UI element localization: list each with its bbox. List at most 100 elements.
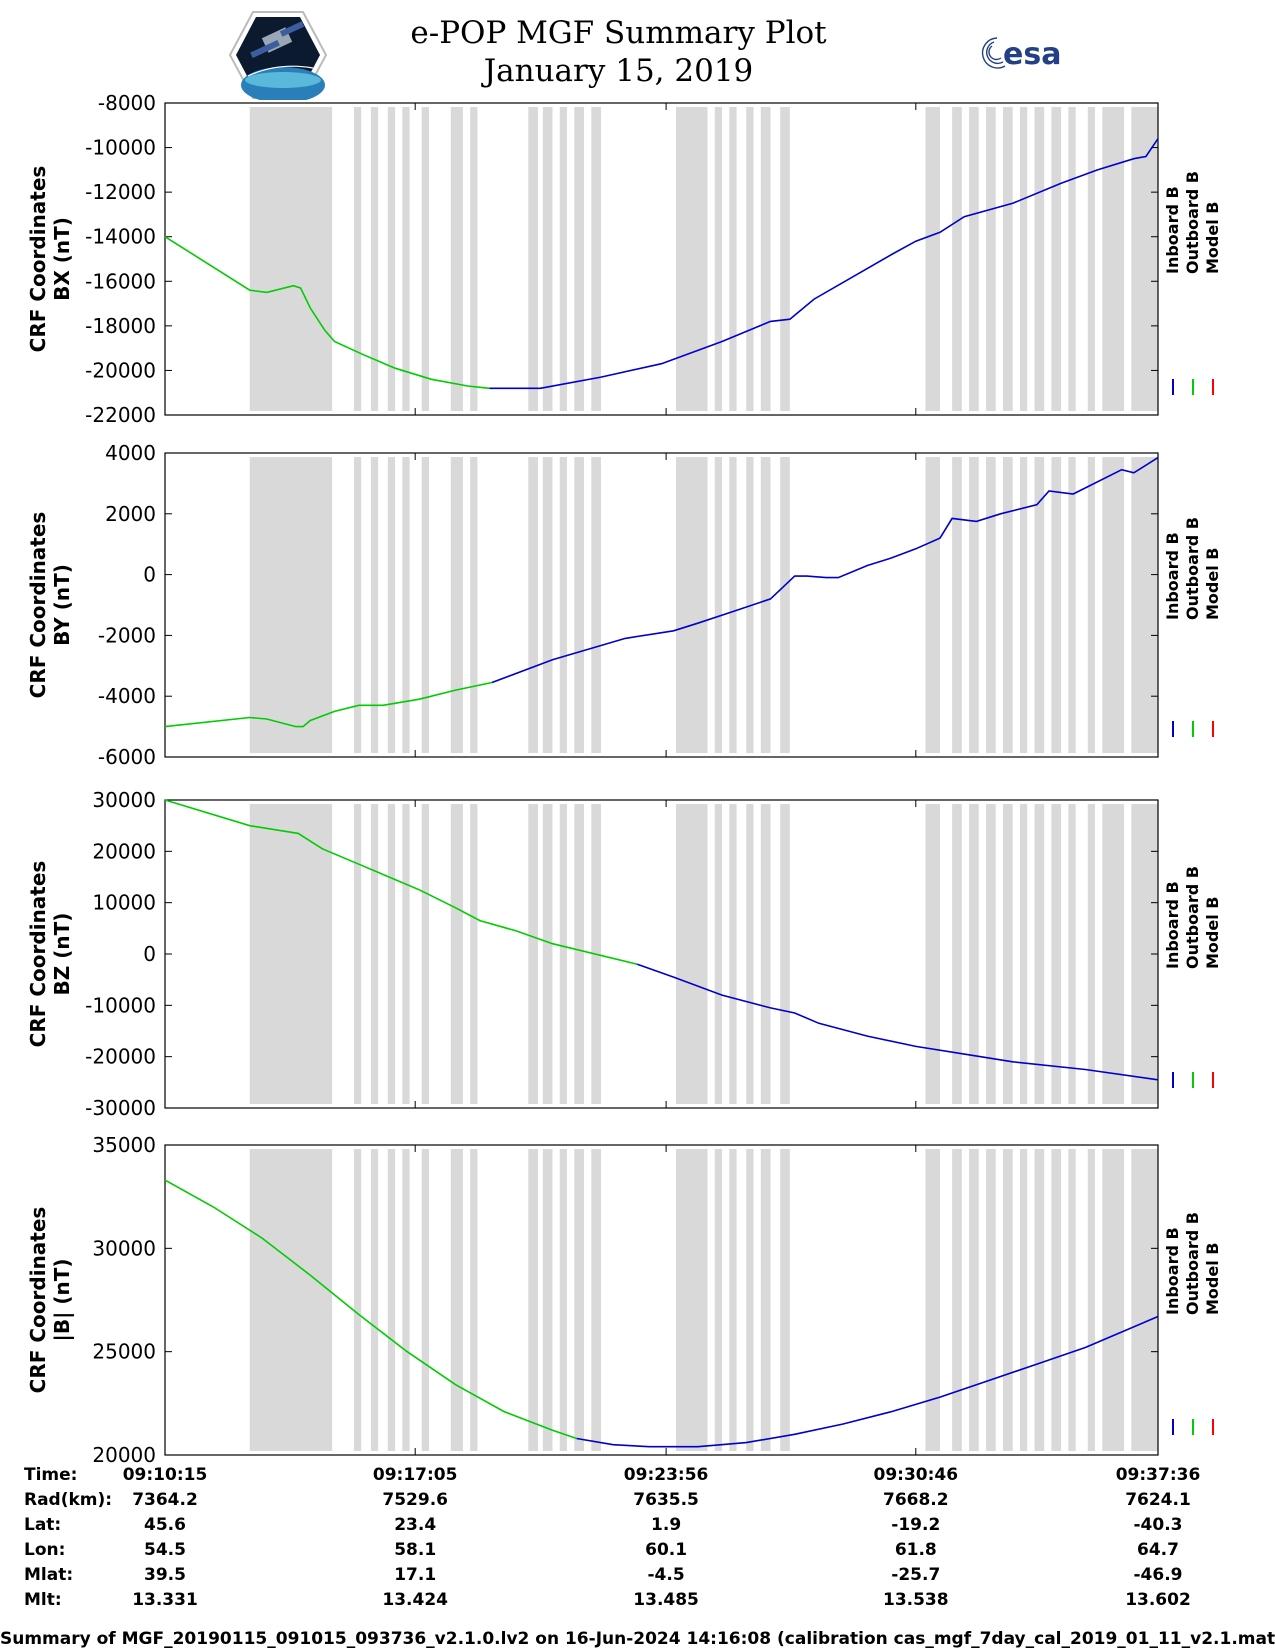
info-cell: 13.485 <box>633 1590 699 1610</box>
info-row-label: Lon: <box>24 1540 66 1560</box>
shaded-interval <box>952 1149 962 1451</box>
info-cell: 09:37:36 <box>1115 1465 1201 1485</box>
shaded-interval <box>1002 1149 1013 1451</box>
shaded-interval <box>969 457 979 753</box>
series-line-outboard-b <box>164 236 490 390</box>
info-cell: -4.5 <box>647 1565 685 1585</box>
shaded-interval <box>760 457 771 753</box>
shaded-interval <box>370 107 379 411</box>
info-cell: 23.4 <box>394 1515 437 1535</box>
y-axis-label-line1: CRF Coordinates <box>26 166 50 353</box>
shaded-interval <box>559 107 568 411</box>
shaded-interval <box>729 804 737 1104</box>
info-cell: 7635.5 <box>633 1490 699 1510</box>
y-tick-label: 0 <box>143 563 156 587</box>
shaded-interval <box>1068 1149 1076 1451</box>
y-axis-label: CRF CoordinatesBZ (nT) <box>26 861 74 1048</box>
shaded-interval <box>574 1149 584 1451</box>
info-cell: 7624.1 <box>1125 1490 1191 1510</box>
y-tick-label: -12000 <box>85 180 156 204</box>
shaded-interval <box>1102 1149 1125 1451</box>
info-cell: -40.3 <box>1133 1515 1183 1535</box>
shaded-interval <box>528 457 538 753</box>
shaded-interval <box>729 457 737 753</box>
shaded-interval <box>780 1149 790 1451</box>
y-tick-label: -2000 <box>98 623 156 647</box>
y-tick-label: 0 <box>143 942 156 966</box>
info-cell: 13.331 <box>132 1590 198 1610</box>
y-tick-label: 30000 <box>92 1236 156 1260</box>
info-cell: 13.424 <box>382 1590 448 1610</box>
shaded-interval <box>1034 804 1045 1104</box>
panel-bz: 30000 20000 10000 0 -10000 -20000 -30000 CRF Co… <box>26 788 1222 1120</box>
y-tick-label: -20000 <box>85 1045 156 1069</box>
shaded-interval <box>1051 1149 1062 1451</box>
info-cell: 09:17:05 <box>372 1465 458 1485</box>
info-cell: 39.5 <box>144 1565 186 1585</box>
info-cell: 60.1 <box>645 1540 688 1560</box>
shaded-interval <box>470 107 478 411</box>
esa-logo-text: esa <box>1003 37 1061 72</box>
shaded-interval <box>1051 457 1062 753</box>
shaded-interval <box>676 107 708 411</box>
legend-label: Inboard B <box>1163 881 1182 969</box>
shaded-interval <box>353 107 362 411</box>
series-line-inboard-b <box>637 963 1159 1081</box>
shaded-interval <box>450 457 463 753</box>
shaded-interval <box>353 457 362 753</box>
info-row-label: Mlt: <box>24 1590 62 1610</box>
info-cell: 45.6 <box>144 1515 186 1535</box>
shaded-interval <box>986 107 996 411</box>
shaded-interval <box>714 1149 723 1451</box>
shaded-interval <box>1131 1149 1158 1451</box>
shaded-interval <box>528 1149 538 1451</box>
shaded-interval <box>402 107 410 411</box>
shaded-interval <box>986 457 996 753</box>
y-axis-label-line2: |B| (nT) <box>50 1259 74 1342</box>
shaded-interval <box>1002 107 1013 411</box>
shaded-interval <box>1002 804 1013 1104</box>
shaded-interval <box>249 457 333 753</box>
shaded-interval <box>591 1149 601 1451</box>
legend-label: Outboard B <box>1183 171 1202 274</box>
shaded-interval <box>1102 457 1125 753</box>
shaded-interval <box>559 457 568 753</box>
shaded-interval <box>528 804 538 1104</box>
y-axis-label: CRF CoordinatesBY (nT) <box>26 512 74 699</box>
y-axis-label-line2: BZ (nT) <box>50 913 74 996</box>
info-cell: 1.9 <box>651 1515 682 1535</box>
info-cell: 64.7 <box>1137 1540 1179 1560</box>
shaded-interval <box>591 107 601 411</box>
shaded-interval <box>421 457 429 753</box>
legend-label: Model B <box>1203 202 1222 274</box>
plot-frame <box>164 452 1159 758</box>
shaded-interval <box>353 1149 362 1451</box>
y-tick-label: 4000 <box>105 441 156 465</box>
y-tick-label: -10000 <box>85 136 156 160</box>
shaded-interval <box>952 804 962 1104</box>
y-axis-label-line2: BY (nT) <box>50 564 74 646</box>
shaded-interval <box>249 1149 333 1451</box>
shaded-interval <box>1019 1149 1028 1451</box>
shaded-interval <box>402 1149 410 1451</box>
y-tick-label: -10000 <box>85 993 156 1017</box>
info-row-label: Rad(km): <box>24 1490 113 1510</box>
shaded-interval <box>542 457 553 753</box>
info-cell: 7668.2 <box>882 1490 949 1510</box>
legend-label: Outboard B <box>1183 866 1202 969</box>
shaded-interval <box>1068 107 1076 411</box>
shaded-interval <box>470 1149 478 1451</box>
shaded-interval <box>542 804 553 1104</box>
shaded-interval <box>1051 107 1062 411</box>
y-axis-label-line1: CRF Coordinates <box>26 861 50 1048</box>
shaded-interval <box>1087 457 1096 753</box>
shaded-interval <box>1131 457 1158 753</box>
y-tick-label: 20000 <box>92 1443 156 1467</box>
shaded-interval <box>760 107 771 411</box>
y-tick-label: -8000 <box>98 91 156 115</box>
shaded-interval <box>559 804 568 1104</box>
shaded-interval <box>370 457 379 753</box>
info-cell: 13.538 <box>882 1590 949 1610</box>
shaded-interval <box>780 804 790 1104</box>
info-cell: 7529.6 <box>382 1490 448 1510</box>
